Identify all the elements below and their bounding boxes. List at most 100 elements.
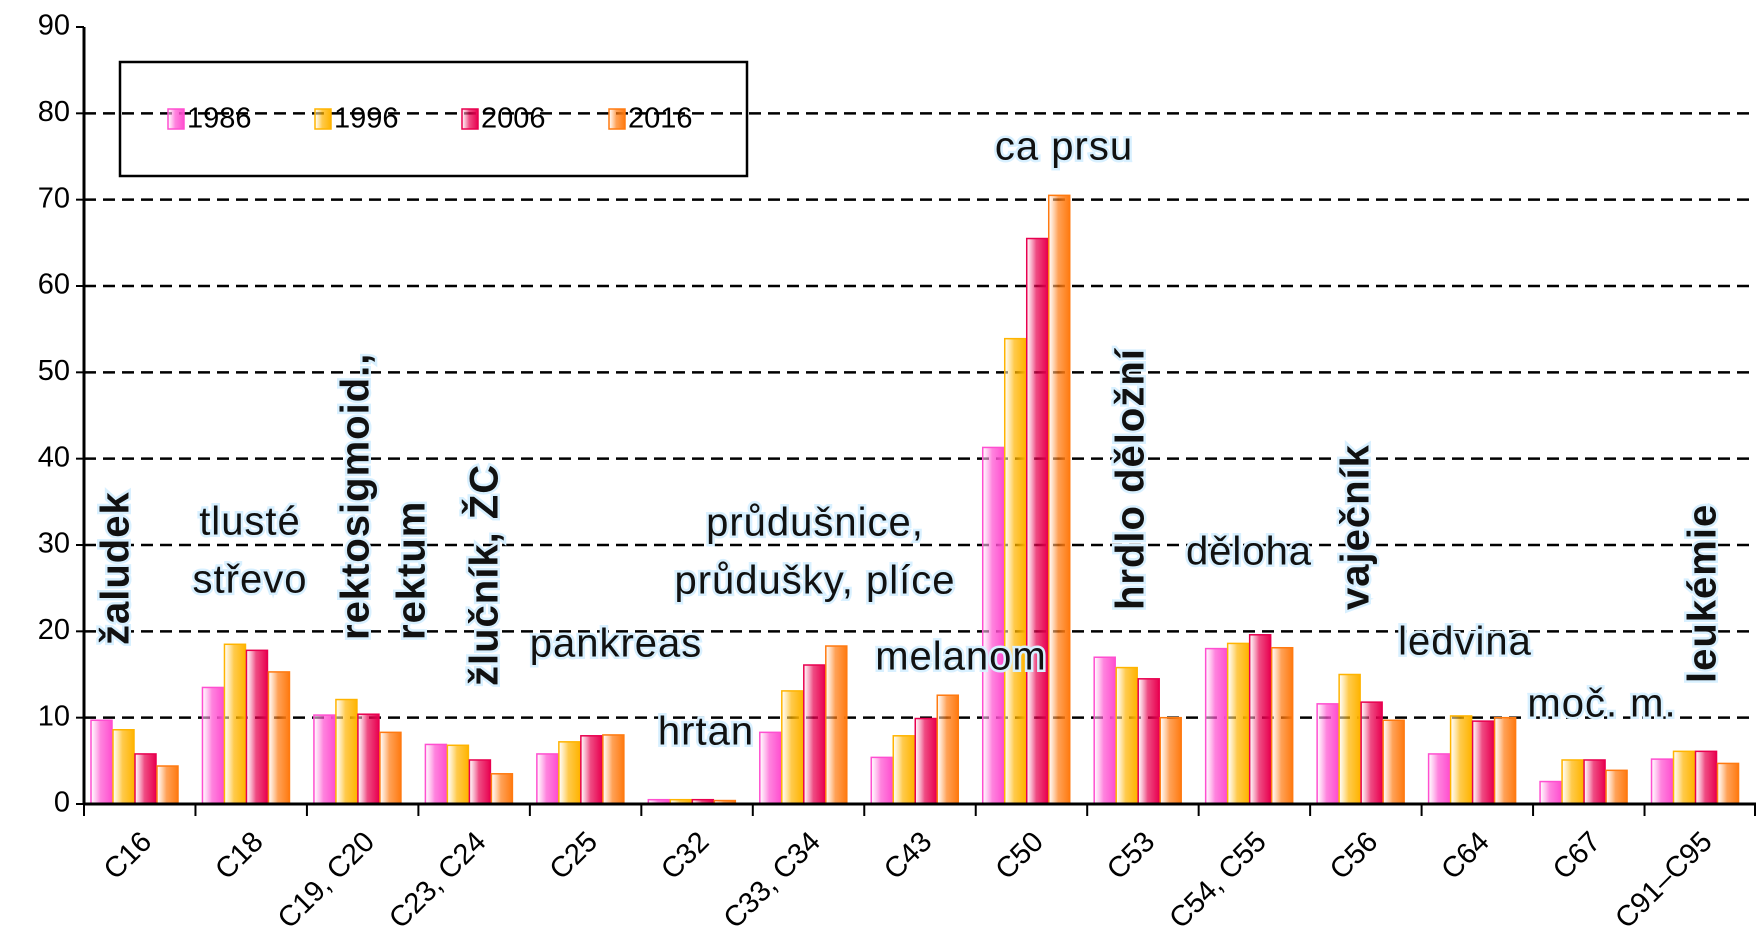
annotation: ledvina bbox=[1398, 620, 1532, 664]
bar bbox=[1159, 716, 1182, 805]
bar bbox=[1093, 656, 1116, 805]
annotation: hrtan bbox=[658, 710, 754, 754]
y-tick-label: 60 bbox=[38, 269, 70, 301]
bar bbox=[1137, 678, 1160, 805]
bar bbox=[112, 729, 135, 805]
annotation: průdušky, plíce bbox=[674, 559, 955, 603]
legend-label: 1986 bbox=[187, 103, 252, 135]
bar bbox=[267, 671, 291, 805]
legend-box bbox=[118, 60, 749, 178]
x-tick-label: C16 bbox=[98, 826, 158, 886]
bar bbox=[156, 765, 179, 805]
annotation: průdušnice, bbox=[706, 501, 924, 545]
x-tick-label: C19, C20 bbox=[272, 826, 381, 935]
bar bbox=[468, 759, 492, 805]
legend-swatch bbox=[608, 108, 626, 130]
legend-swatch bbox=[167, 108, 185, 130]
bar bbox=[1561, 759, 1584, 805]
annotation: hrdlo děložní bbox=[1109, 347, 1153, 610]
bar bbox=[1360, 701, 1383, 805]
x-tick-label: C33, C34 bbox=[718, 826, 827, 935]
bar bbox=[825, 645, 848, 805]
legend-label: 2006 bbox=[481, 103, 546, 135]
bar bbox=[981, 446, 1005, 805]
bar bbox=[379, 731, 402, 805]
annotation: ca prsu bbox=[995, 125, 1133, 169]
bar bbox=[1338, 673, 1361, 805]
bar bbox=[201, 686, 225, 805]
bar bbox=[490, 773, 514, 805]
bar bbox=[313, 714, 336, 805]
bar bbox=[1204, 647, 1228, 805]
bar bbox=[870, 756, 894, 805]
annotation: rektum bbox=[390, 501, 434, 640]
annotation: leukémie bbox=[1681, 504, 1725, 683]
legend-swatch bbox=[461, 108, 479, 130]
x-tick-label: C53 bbox=[1101, 826, 1161, 886]
y-tick-label: 0 bbox=[54, 787, 70, 819]
x-tick-label: C32 bbox=[655, 826, 715, 886]
y-tick-label: 90 bbox=[38, 10, 70, 42]
x-tick-label: C54, C55 bbox=[1164, 826, 1273, 935]
annotation: moč. m. bbox=[1527, 682, 1676, 726]
annotation: pankreas bbox=[530, 622, 703, 666]
x-tick-label: C64 bbox=[1435, 826, 1495, 886]
bar bbox=[134, 753, 157, 805]
x-tick-label: C56 bbox=[1324, 826, 1384, 886]
bar bbox=[335, 698, 358, 805]
bar bbox=[602, 734, 625, 805]
x-tick-label: C25 bbox=[544, 826, 604, 886]
y-tick-label: 10 bbox=[38, 700, 70, 732]
bar bbox=[1583, 759, 1606, 805]
bar bbox=[1605, 769, 1628, 805]
y-tick-label: 30 bbox=[38, 528, 70, 560]
legend-label: 1996 bbox=[334, 103, 399, 135]
bar bbox=[781, 690, 804, 805]
y-tick-label: 40 bbox=[38, 441, 70, 473]
bar bbox=[1672, 750, 1696, 805]
bar bbox=[424, 743, 448, 805]
bar bbox=[558, 741, 581, 805]
x-tick-label: C18 bbox=[209, 826, 269, 886]
bar bbox=[759, 731, 782, 805]
bar bbox=[1650, 758, 1674, 805]
y-tick-label: 50 bbox=[38, 355, 70, 387]
bar bbox=[1382, 719, 1405, 805]
bar bbox=[1115, 666, 1138, 805]
bar bbox=[914, 717, 938, 805]
x-tick-label: C91–C95 bbox=[1609, 826, 1718, 935]
bar bbox=[1539, 780, 1562, 805]
bar bbox=[357, 713, 380, 805]
bar bbox=[223, 643, 247, 805]
bar bbox=[1248, 634, 1272, 805]
bar bbox=[803, 664, 826, 805]
bar bbox=[936, 694, 960, 805]
y-tick-label: 80 bbox=[38, 96, 70, 128]
bar bbox=[1427, 753, 1451, 805]
y-tick-label: 20 bbox=[38, 614, 70, 646]
bar bbox=[446, 744, 470, 805]
bar bbox=[245, 649, 269, 805]
annotation: děloha bbox=[1186, 530, 1312, 574]
bar bbox=[1316, 703, 1339, 805]
bar bbox=[1471, 720, 1495, 805]
annotation: střevo bbox=[193, 558, 308, 602]
bar bbox=[1694, 750, 1718, 805]
annotation: žlučník, ŽC bbox=[461, 464, 507, 686]
bar bbox=[1716, 762, 1740, 805]
legend-swatch bbox=[314, 108, 332, 130]
x-tick-label: C67 bbox=[1547, 826, 1607, 886]
annotation: melanom bbox=[875, 635, 1047, 679]
bar bbox=[536, 753, 559, 805]
bar bbox=[580, 735, 603, 805]
bar bbox=[892, 735, 916, 805]
annotation: žaludek bbox=[94, 491, 138, 645]
bar bbox=[1003, 337, 1027, 805]
x-tick-label: C23, C24 bbox=[383, 826, 492, 935]
annotation: tlusté bbox=[199, 500, 301, 544]
annotation: rektosigmoid., bbox=[334, 353, 378, 640]
y-tick-label: 70 bbox=[38, 182, 70, 214]
bar bbox=[1047, 194, 1071, 805]
annotation: vaječník bbox=[1334, 444, 1378, 610]
